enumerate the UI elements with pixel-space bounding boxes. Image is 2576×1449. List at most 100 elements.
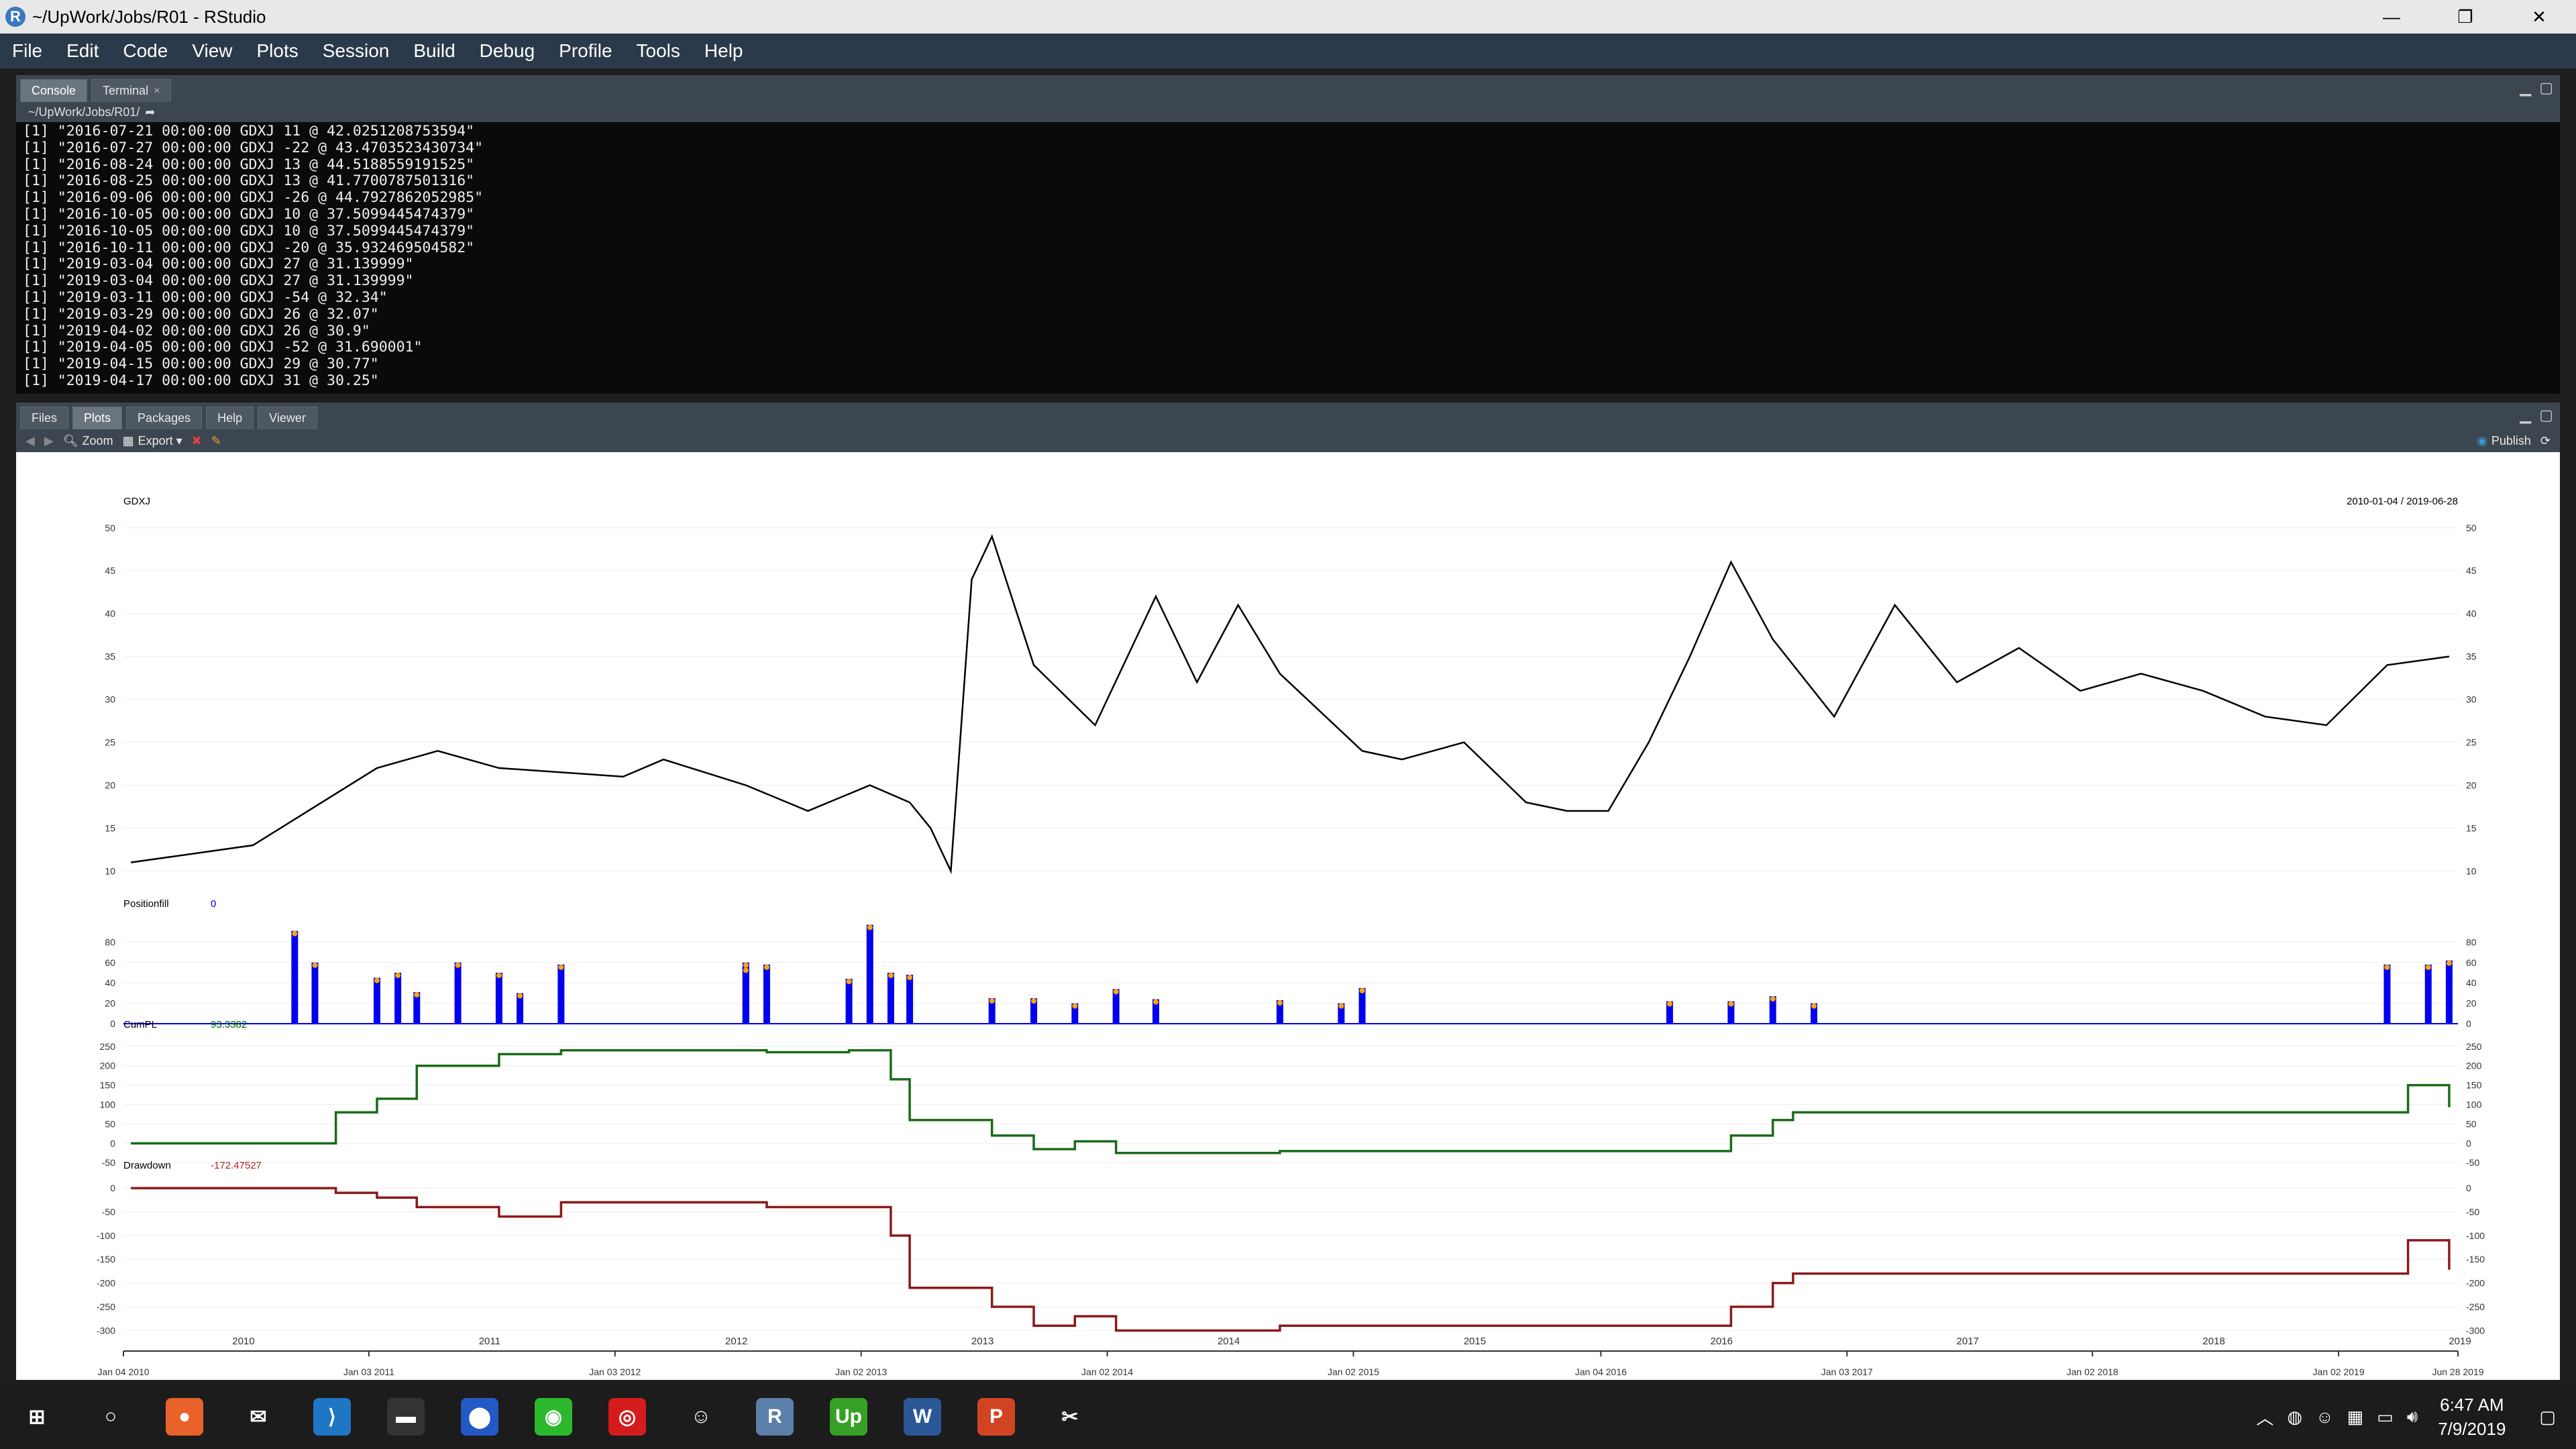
terminal-icon[interactable]: ▬ [369, 1385, 443, 1449]
y-tick-label-left: 30 [105, 694, 115, 705]
zoom-label: Zoom [82, 433, 113, 447]
minimize-pane-icon[interactable]: ▁ [2520, 407, 2532, 423]
battery-icon[interactable]: ▭ [2377, 1406, 2394, 1427]
remove-plot-icon[interactable]: ✖ [191, 433, 202, 447]
back-arrow-icon[interactable]: ◀ [25, 433, 35, 447]
menu-tools[interactable]: Tools [636, 40, 680, 61]
minimize-button[interactable]: — [2383, 6, 2400, 27]
volume-icon[interactable]: 🔊︎ [2406, 1406, 2418, 1426]
refresh-icon[interactable]: ⟳ [2540, 433, 2551, 447]
console-line: [1] "2019-04-05 00:00:00 GDXJ -52 @ 31.6… [23, 339, 423, 356]
cortana-search-icon[interactable]: ○ [74, 1385, 148, 1449]
tab-packages[interactable]: Packages [126, 407, 203, 429]
vscode-icon[interactable]: ⟩ [295, 1385, 369, 1449]
y-tick-label-right: 80 [2466, 936, 2477, 947]
maximize-pane-icon[interactable]: ▢ [2539, 79, 2553, 96]
position-marker [2425, 964, 2431, 970]
maximize-button[interactable]: ❐ [2457, 6, 2473, 27]
console-output[interactable]: [1] "2016-07-21 00:00:00 GDXJ 11 @ 42.02… [16, 122, 2560, 394]
menu-debug[interactable]: Debug [479, 40, 535, 61]
maps-icon[interactable]: ⬤ [443, 1385, 517, 1449]
export-button[interactable]: ▦ Export ▾ [123, 434, 182, 448]
position-marker [2384, 964, 2390, 970]
window-titlebar: R ~/UpWork/Jobs/R01 - RStudio — ❐ ✕ [0, 0, 2576, 34]
position-bar [1276, 1000, 1283, 1024]
word-icon-glyph: W [904, 1398, 941, 1436]
discord-tray-icon[interactable]: ☺ [2316, 1406, 2334, 1427]
menu-code[interactable]: Code [123, 40, 168, 61]
y-tick-label-right: -50 [2466, 1206, 2479, 1217]
system-tray: ︿ ◍ ☺ ▦ ▭ 🔊︎ 6:47 AM 7/9/2019 ▢ [2249, 1385, 2576, 1449]
windows-start-icon[interactable]: ⊞ [0, 1385, 74, 1449]
position-marker [1113, 989, 1119, 995]
maximize-pane-icon[interactable]: ▢ [2539, 407, 2553, 423]
position-bar [495, 973, 502, 1024]
network-icon[interactable]: ▦ [2347, 1406, 2364, 1427]
wechat-icon[interactable]: ◉ [517, 1385, 590, 1449]
y-tick-label-right: 50 [2466, 523, 2477, 533]
adobe-icon[interactable]: ◎ [590, 1385, 664, 1449]
publish-button[interactable]: ◉ Publish [2477, 434, 2531, 448]
menu-view[interactable]: View [192, 40, 233, 61]
tab-terminal[interactable]: Terminal × [91, 79, 172, 102]
zoom-button[interactable]: 🔍︎ Zoom [63, 434, 113, 448]
snipping-icon[interactable]: ✂ [1033, 1385, 1107, 1449]
clock[interactable]: 6:47 AM 7/9/2019 [2438, 1393, 2506, 1441]
menu-help[interactable]: Help [704, 40, 743, 61]
plot-area[interactable]: 10 10 15 15 20 20 25 25 30 30 35 35 40 40 45 45 50 50 GDXJ… [16, 452, 2560, 1380]
goto-directory-icon[interactable]: ➦ [145, 105, 156, 119]
console-line: [1] "2016-10-11 00:00:00 GDXJ -20 @ 35.9… [23, 239, 475, 256]
y-tick-label-right: 60 [2466, 957, 2477, 968]
menu-edit[interactable]: Edit [66, 40, 99, 61]
panel-last-value: -172.47527 [211, 1160, 262, 1171]
console-line: [1] "2016-09-06 00:00:00 GDXJ -26 @ 44.7… [23, 189, 484, 207]
wechat-icon-glyph: ◉ [535, 1398, 572, 1436]
tab-console[interactable]: Console [20, 79, 88, 102]
y-tick-label-right: 10 [2466, 865, 2477, 876]
series-line-cumpl [131, 1049, 2451, 1155]
y-tick-label-left: 40 [105, 977, 115, 988]
y-tick-label-right: 30 [2466, 694, 2477, 705]
menu-session[interactable]: Session [322, 40, 390, 61]
y-tick-label-left: 20 [105, 780, 115, 791]
console-line: [1] "2019-03-29 00:00:00 GDXJ 26 @ 32.07… [23, 305, 379, 323]
cortana-search-icon-glyph: ○ [92, 1398, 129, 1436]
close-button[interactable]: ✕ [2532, 6, 2546, 27]
menu-profile[interactable]: Profile [559, 40, 612, 61]
position-marker [1338, 1003, 1344, 1009]
x-date-label: Jan 02 2019 [2313, 1366, 2365, 1377]
menu-plots[interactable]: Plots [256, 40, 299, 61]
y-tick-label-left: 80 [105, 936, 115, 947]
upwork-icon[interactable]: Up [812, 1385, 885, 1449]
windows-start-icon-glyph: ⊞ [18, 1398, 56, 1436]
clear-plots-icon[interactable]: ✎ [211, 433, 221, 447]
mail-icon[interactable]: ✉ [221, 1385, 295, 1449]
y-tick-label-left: 0 [110, 1183, 115, 1193]
word-icon[interactable]: W [885, 1385, 959, 1449]
notifications-icon[interactable]: ▢ [2539, 1406, 2556, 1427]
rstudio-icon[interactable]: R [738, 1385, 812, 1449]
menu-file[interactable]: File [12, 40, 43, 61]
menu-build[interactable]: Build [413, 40, 455, 61]
powerpoint-icon[interactable]: P [959, 1385, 1033, 1449]
tab-viewer[interactable]: Viewer [258, 407, 317, 429]
position-bar [1769, 996, 1776, 1024]
date-range-label: 2010-01-04 / 2019-06-28 [2347, 496, 2458, 507]
forward-arrow-icon[interactable]: ▶ [44, 433, 54, 447]
console-line: [1] "2019-04-02 00:00:00 GDXJ 26 @ 30.9" [23, 322, 370, 339]
minimize-pane-icon[interactable]: ▁ [2520, 79, 2532, 96]
discord-icon[interactable]: ☺ [664, 1385, 738, 1449]
firefox-icon[interactable]: ● [148, 1385, 221, 1449]
tab-plots[interactable]: Plots [72, 407, 123, 429]
show-hidden-icons-icon[interactable]: ︿ [2256, 1407, 2274, 1428]
export-icon: ▦ [122, 433, 134, 447]
close-tab-icon[interactable]: × [154, 85, 160, 97]
y-tick-label-right: -300 [2466, 1325, 2485, 1336]
tab-files[interactable]: Files [20, 407, 69, 429]
upwork-tray-icon[interactable]: ◍ [2287, 1406, 2303, 1427]
chart-svg: 10 10 15 15 20 20 25 25 30 30 35 35 40 40 45 45 50 50 GDXJ… [97, 496, 2485, 1377]
y-tick-label-left: 10 [105, 865, 115, 876]
tab-help[interactable]: Help [206, 407, 254, 429]
console-line: [1] "2019-04-15 00:00:00 GDXJ 29 @ 30.77… [23, 356, 379, 373]
position-bar [1112, 989, 1120, 1024]
